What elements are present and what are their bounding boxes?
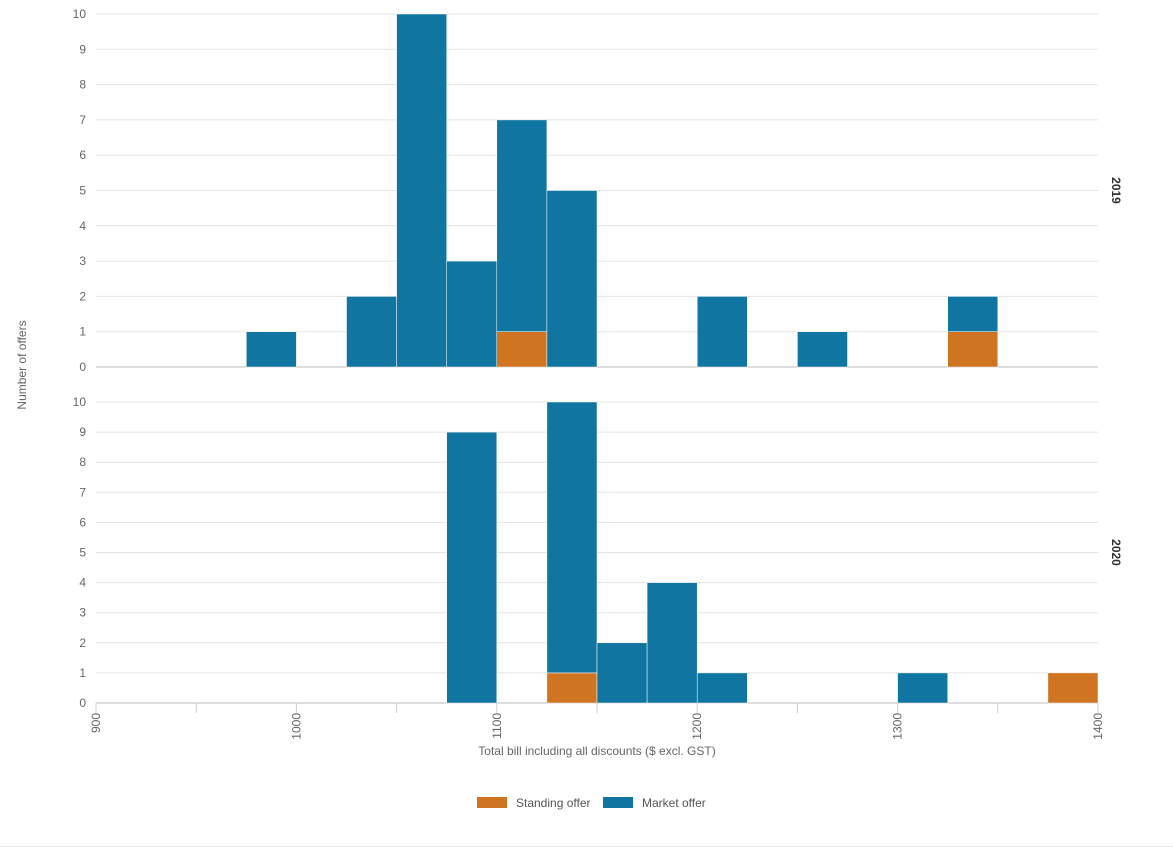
panel-2020: 0 1 2 3 4 5 6 7 8 9 10 2020 — [73, 395, 1123, 710]
x-tick-label: 1400 — [1091, 713, 1105, 740]
x-axis-ticks: 900 1000 1100 1200 1300 1400 — [89, 703, 1105, 740]
y-tick-label: 6 — [79, 148, 86, 162]
y-tick-label: 9 — [79, 42, 86, 56]
y-tick-label: 8 — [79, 455, 86, 469]
y-tick-label: 4 — [79, 219, 86, 233]
y-tick-label: 7 — [79, 113, 86, 127]
y-tick-label: 9 — [79, 425, 86, 439]
bar-market-offer — [646, 582, 698, 704]
bar-standing-offer — [546, 672, 598, 704]
legend-swatch-market-offer[interactable] — [603, 797, 633, 808]
x-tick-label: 1100 — [490, 713, 504, 739]
y-tick-label: 2 — [79, 636, 86, 650]
bar-market-offer — [446, 431, 498, 704]
legend: Standing offer Market offer — [477, 796, 706, 810]
bar-market-offer — [446, 260, 498, 368]
bar-market-offer — [546, 190, 598, 368]
panel-2019: 0 1 2 3 4 5 6 7 8 9 10 2019 — [73, 7, 1123, 374]
y-tick-label: 0 — [79, 360, 86, 374]
x-tick-label: 900 — [89, 713, 103, 733]
y-tick-label: 6 — [79, 515, 86, 529]
legend-label-standing-offer[interactable]: Standing offer — [516, 796, 591, 810]
x-tick-label: 1000 — [289, 713, 303, 740]
x-tick-label: 1300 — [891, 713, 905, 740]
bar-market-offer — [947, 296, 999, 332]
y-tick-label: 4 — [79, 576, 86, 590]
bar-market-offer — [396, 13, 447, 368]
y-tick-label: 10 — [73, 7, 87, 21]
panel-label: 2019 — [1109, 177, 1123, 204]
panels-layer: 0 1 2 3 4 5 6 7 8 9 10 2019 0 1 2 3 4 5 6 7 8 9 10 2020 — [73, 7, 1123, 710]
legend-swatch-standing-offer[interactable] — [477, 797, 507, 808]
y-tick-label: 3 — [79, 606, 86, 620]
bar-market-offer — [696, 672, 748, 704]
bar-market-offer — [546, 401, 598, 674]
y-tick-label: 1 — [79, 666, 86, 680]
bar-standing-offer — [1047, 672, 1099, 704]
y-tick-label: 5 — [79, 546, 86, 560]
bar-standing-offer — [947, 331, 999, 368]
panel-label: 2020 — [1109, 539, 1123, 566]
legend-label-market-offer[interactable]: Market offer — [642, 796, 706, 810]
y-tick-label: 5 — [79, 184, 86, 198]
y-tick-label: 3 — [79, 254, 86, 268]
bar-market-offer — [346, 296, 397, 368]
y-tick-label: 8 — [79, 78, 86, 92]
bottom-divider — [0, 846, 1173, 847]
bar-market-offer — [897, 672, 948, 704]
y-tick-label: 0 — [79, 696, 86, 710]
y-tick-label: 1 — [79, 325, 86, 339]
bar-market-offer — [596, 642, 648, 704]
bar-market-offer — [496, 119, 548, 332]
y-tick-label: 10 — [73, 395, 87, 409]
bar-market-offer — [696, 296, 748, 368]
y-tick-label: 2 — [79, 289, 86, 303]
y-tick-label: 7 — [79, 485, 86, 499]
x-axis-title: Total bill including all discounts ($ ex… — [478, 744, 715, 758]
bar-market-offer — [246, 331, 297, 368]
bar-standing-offer — [496, 331, 548, 368]
y-axis-title: Number of offers — [15, 320, 29, 409]
x-tick-label: 1200 — [690, 713, 704, 740]
bar-market-offer — [797, 331, 848, 368]
